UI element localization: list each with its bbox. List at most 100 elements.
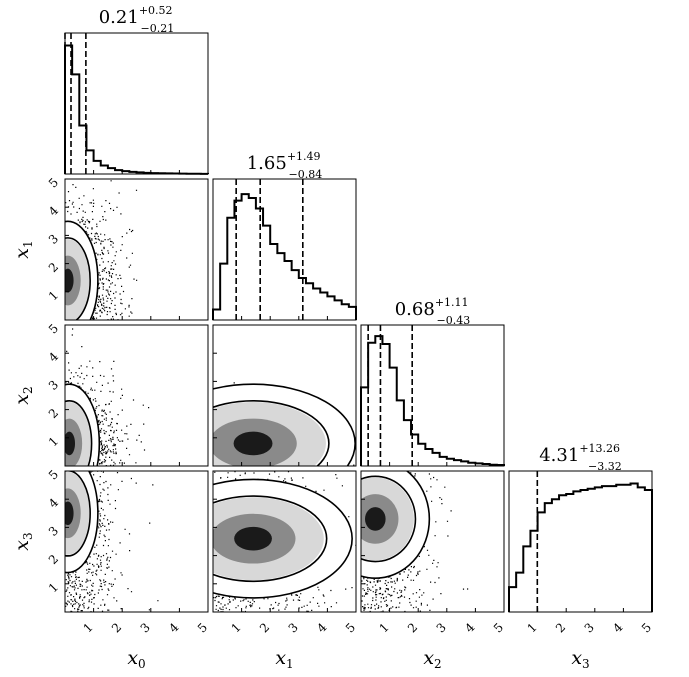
- x-tick-label: 2: [405, 620, 420, 635]
- marginal-title-x2: 0.68+1.11 −0.43: [395, 296, 471, 327]
- x-axis-label-x1: x1: [275, 647, 293, 671]
- panel-frame-0-0: [64, 32, 209, 175]
- axis-subscript: 2: [21, 386, 35, 394]
- upper-error: +0.52: [139, 4, 173, 17]
- x-tick-label: 3: [286, 620, 301, 635]
- contour-inner: [213, 495, 328, 583]
- joint-panel-x0-x1: [65, 180, 138, 320]
- x-axis-label-x3: x3: [571, 647, 589, 671]
- density-peak: [233, 431, 273, 456]
- x-tick-label: 4: [166, 620, 182, 636]
- x-tick-label: 4: [462, 620, 478, 636]
- x-axis-label-x2: x2: [423, 647, 441, 671]
- axis-subscript: 3: [582, 657, 590, 671]
- panel-frame-2-0: [64, 324, 209, 467]
- contour-inner: [213, 400, 330, 466]
- density-peak: [234, 526, 272, 551]
- y-tick-label: 1: [46, 288, 61, 303]
- marginal-title-x1: 1.65+1.49 −0.84: [247, 150, 323, 181]
- axis-symbol: x: [11, 248, 33, 259]
- x-tick-label: 5: [639, 620, 654, 635]
- axis-symbol: x: [127, 647, 138, 669]
- joint-panel-x0-x3: [65, 471, 159, 612]
- axis-symbol: x: [275, 647, 286, 669]
- y-tick-label: 2: [46, 552, 61, 567]
- x-tick-label: 4: [610, 620, 626, 636]
- density-peak: [365, 507, 386, 531]
- median-value: 1.65: [247, 153, 287, 174]
- panel-frame-1-1: [212, 178, 357, 321]
- lower-error: −0.84: [289, 168, 323, 181]
- y-tick-label: 4: [46, 203, 62, 219]
- y-tick-label: 2: [46, 406, 61, 421]
- x-tick-label: 2: [553, 620, 568, 635]
- contour-outer: [65, 220, 99, 320]
- lower-error: −3.32: [588, 460, 622, 473]
- y-axis-label-x1: x1: [11, 240, 35, 258]
- panel-frame-3-3: [508, 470, 653, 613]
- marginal-panel-x3: 4.31+13.26 −3.32: [508, 442, 653, 612]
- y-tick-label: 5: [46, 467, 61, 482]
- axis-subscript: 3: [21, 532, 35, 540]
- histogram-step-x1: [212, 193, 357, 320]
- marginal-panel-x0: 0.21+0.52 −0.21: [64, 4, 209, 175]
- lower-error: −0.43: [437, 314, 471, 327]
- contour-inner: [65, 237, 91, 320]
- density-peak: [65, 268, 74, 293]
- x-tick-label: 3: [138, 620, 153, 635]
- contour-inner: [361, 475, 417, 563]
- panel-frame-2-2: [360, 324, 505, 467]
- upper-error: +13.26: [579, 442, 620, 455]
- axis-symbol: x: [11, 540, 33, 551]
- joint-panel-x0-x2: [65, 328, 150, 466]
- joint-panel-x1-x2: [213, 382, 356, 466]
- panel-frame-3-0: [64, 470, 209, 613]
- upper-error: +1.49: [287, 150, 321, 163]
- y-axis-label-x3: x3: [11, 532, 35, 550]
- y-tick-label: 3: [46, 378, 61, 393]
- contour-outer: [361, 471, 431, 579]
- marginal-title-x3: 4.31+13.26 −3.32: [539, 442, 622, 473]
- y-tick-label: 1: [46, 580, 61, 595]
- x-tick-label: 3: [582, 620, 597, 635]
- x-tick-label: 2: [257, 620, 272, 635]
- marginal-title-x0: 0.21+0.52 −0.21: [99, 4, 175, 35]
- histogram-step-x3: [508, 482, 653, 612]
- contour-outer: [213, 478, 353, 599]
- y-tick-label: 2: [46, 260, 61, 275]
- lower-error: −0.21: [141, 22, 175, 35]
- histogram-step-x2: [360, 335, 505, 466]
- x-tick-label: 2: [109, 620, 124, 635]
- marginal-panel-x2: 0.68+1.11 −0.43: [360, 296, 505, 466]
- y-tick-label: 5: [46, 175, 61, 190]
- y-tick-label: 3: [46, 232, 61, 247]
- marginal-panel-x1: 1.65+1.49 −0.84: [212, 150, 357, 320]
- x-tick-label: 3: [434, 620, 449, 635]
- x-tick-label: 1: [376, 620, 391, 635]
- x-tick-label: 1: [80, 620, 95, 635]
- axis-symbol: x: [571, 647, 582, 669]
- axis-subscript: 2: [434, 657, 442, 671]
- joint-panel-x1-x3: [213, 471, 356, 612]
- x-tick-label: 1: [228, 620, 243, 635]
- x-axis-label-x0: x0: [127, 647, 145, 671]
- panel-frame-3-1: [212, 470, 357, 613]
- x-tick-label: 1: [524, 620, 539, 635]
- x-tick-label: 5: [195, 620, 210, 635]
- axis-symbol: x: [11, 394, 33, 405]
- y-tick-label: 3: [46, 524, 61, 539]
- y-axis-label-x2: x2: [11, 386, 35, 404]
- y-tick-label: 1: [46, 434, 61, 449]
- panel-frame-3-2: [360, 470, 505, 613]
- upper-error: +1.11: [435, 296, 469, 309]
- axis-subscript: 0: [138, 657, 146, 671]
- joint-panel-x2-x3: [361, 471, 469, 612]
- median-value: 4.31: [539, 445, 579, 466]
- panel-frame-1-0: [64, 178, 209, 321]
- contour-outer: [213, 383, 356, 466]
- y-tick-label: 4: [46, 349, 62, 365]
- median-value: 0.68: [395, 299, 435, 320]
- contour-outer: [65, 383, 101, 466]
- contour-inner: [65, 400, 93, 466]
